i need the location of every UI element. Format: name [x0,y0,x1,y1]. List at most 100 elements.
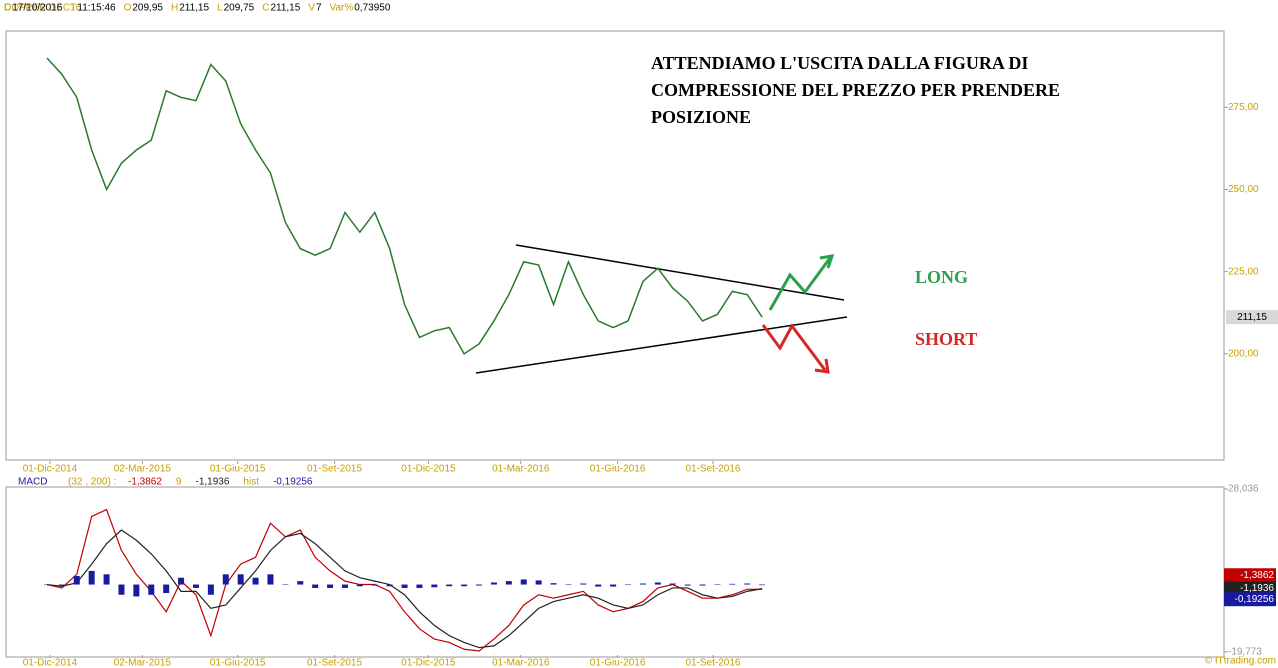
macd-line [46,529,763,649]
macd-panel [5,486,1225,658]
hist-bar [267,574,274,585]
support-line [475,316,848,374]
hist-bar [446,584,453,587]
hist-bar [550,583,557,585]
short-arrow [761,323,827,371]
header-key: H [171,3,178,14]
x-tick-label: 01-Mar-2016 [492,464,550,475]
x-tick-label: 01-Dic-2015 [401,658,456,668]
x-tick-label: 01-Mar-2016 [492,658,550,668]
hist-bar [327,584,334,588]
hist-bar [401,584,408,588]
hist-bar [535,580,542,585]
symbol: COPPER DEC16 [4,3,82,14]
hist-bar [148,584,155,595]
hist-bar [580,583,587,585]
last-value-box [1224,592,1276,607]
macd-header-name: MACD [18,477,47,488]
long-label: LONG [915,267,968,287]
header-value: 0,73950 [354,3,391,14]
header-value: 211,15 [179,3,209,14]
header-value: 17/10/2016 [12,3,62,14]
hist-bar [341,584,348,588]
x-tick-label: 01-Set-2016 [685,464,740,475]
last-value-box [1224,581,1276,596]
header-value: 7 [316,3,322,14]
header-key: C [262,3,269,14]
header-key: L [217,3,223,14]
note: ATTENDIAMO L'USCITA DALLA FIGURA DI COMP… [651,53,1061,127]
hist-bar [714,584,721,586]
hist-bar [595,584,602,587]
footer: © ITtrading.com [1205,656,1276,667]
x-tick-label: 01-Dic-2015 [401,464,456,475]
x-tick-label: 01-Set-2016 [685,658,740,668]
price-line [46,57,763,355]
hist-bar [43,584,50,586]
header-key: Var% [330,3,354,14]
hist-bar [610,584,617,587]
hist-bar [133,584,140,597]
short-label: SHORT [915,329,977,349]
hist-bar [207,584,214,595]
x-tick-label: 01-Set-2015 [307,464,362,475]
hist-bar [222,574,229,585]
x-tick-label: 01-Dic-2014 [23,464,78,475]
y-tick-label: 28,036 [1228,484,1259,495]
legend-value: -1,1936 [195,477,229,488]
y-tick-label: 275,00 [1228,102,1259,113]
header-value: 11:15:46 [77,3,116,14]
legend-value: -1,3862 [128,477,162,488]
hist-bar [699,584,706,586]
hist-bar [237,574,244,585]
legend-name: hist [243,477,259,488]
header-key: T [70,3,76,14]
hist-bar [744,583,751,585]
last-price: 211,15 [1237,312,1267,323]
header-value: 209,75 [224,3,255,14]
macd-params: (32 , 200) : [68,477,116,488]
hist-bar [118,584,125,595]
header-key: V [308,3,315,14]
hist-bar [88,570,95,585]
hist-bar [297,581,304,585]
header-value: 209,95 [132,3,163,14]
macd-line [46,508,763,652]
hist-bar [490,582,497,585]
hist-bar [356,584,363,587]
y-tick-label: 225,00 [1228,266,1259,277]
last-value: -1,3862 [1240,570,1274,581]
last-value-box [1224,568,1276,583]
hist-bar [371,584,378,586]
x-tick-label: 01-Giu-2016 [590,658,646,668]
hist-bar [73,576,80,585]
y-tick-label: -19,773 [1228,647,1262,658]
hist-bar [192,584,199,588]
long-arrowhead [819,254,835,269]
last-price-box [1226,310,1278,325]
hist-bar [654,582,661,585]
hist-bar [58,584,65,587]
y-tick-label: 200,00 [1228,348,1259,359]
hist-bar [282,584,289,586]
x-tick-label: 01-Set-2015 [307,658,362,668]
hist-bar [312,584,319,588]
hist-bar [103,574,110,585]
last-value: -0,19256 [1235,594,1275,605]
hist-bar [252,577,259,585]
header-key: O [124,3,132,14]
resistance-line [515,244,845,301]
hist-bar [639,583,646,585]
x-tick-label: 02-Mar-2015 [114,464,172,475]
hist-bar [431,584,438,588]
hist-bar [178,577,185,585]
hist-bar [625,584,632,586]
hist-bar [759,584,766,586]
hist-bar [461,584,468,587]
header-key: D [4,3,11,14]
x-tick-label: 01-Giu-2015 [210,658,266,668]
hist-bar [684,584,691,586]
header-values: D 17/10/2016 T 11:15:46 O 209,95 H 211,15 L 209,7… [4,3,391,14]
